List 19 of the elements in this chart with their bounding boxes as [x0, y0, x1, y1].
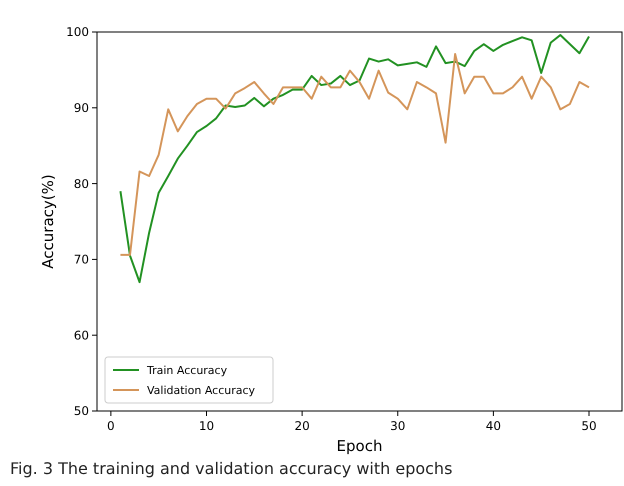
text: Fig. 3 The training and validation accuracy with epochs — [10, 459, 452, 478]
x-tick-label: 40 — [486, 419, 502, 433]
line-series — [119, 52, 590, 256]
x-tick-label: 50 — [581, 419, 597, 433]
legend-label: Validation Accuracy — [147, 384, 256, 397]
y-tick-label: 80 — [74, 176, 89, 191]
x-tick-label: 10 — [198, 419, 214, 433]
y-tick-label: 100 — [66, 25, 89, 40]
x-axis-title: Epoch — [336, 437, 382, 455]
x-tick-label: 30 — [390, 419, 406, 433]
x-tick-label: 0 — [107, 419, 115, 433]
x-tick-label: 20 — [294, 419, 310, 433]
y-tick-label: 90 — [74, 101, 89, 115]
y-axis-title: Accuracy(%) — [39, 174, 57, 269]
legend-label: Train Accuracy — [146, 364, 228, 377]
line-series — [119, 34, 590, 284]
y-tick-label: 70 — [74, 252, 89, 267]
y-tick-label: 50 — [74, 404, 89, 418]
y-tick-label: 60 — [74, 328, 89, 342]
